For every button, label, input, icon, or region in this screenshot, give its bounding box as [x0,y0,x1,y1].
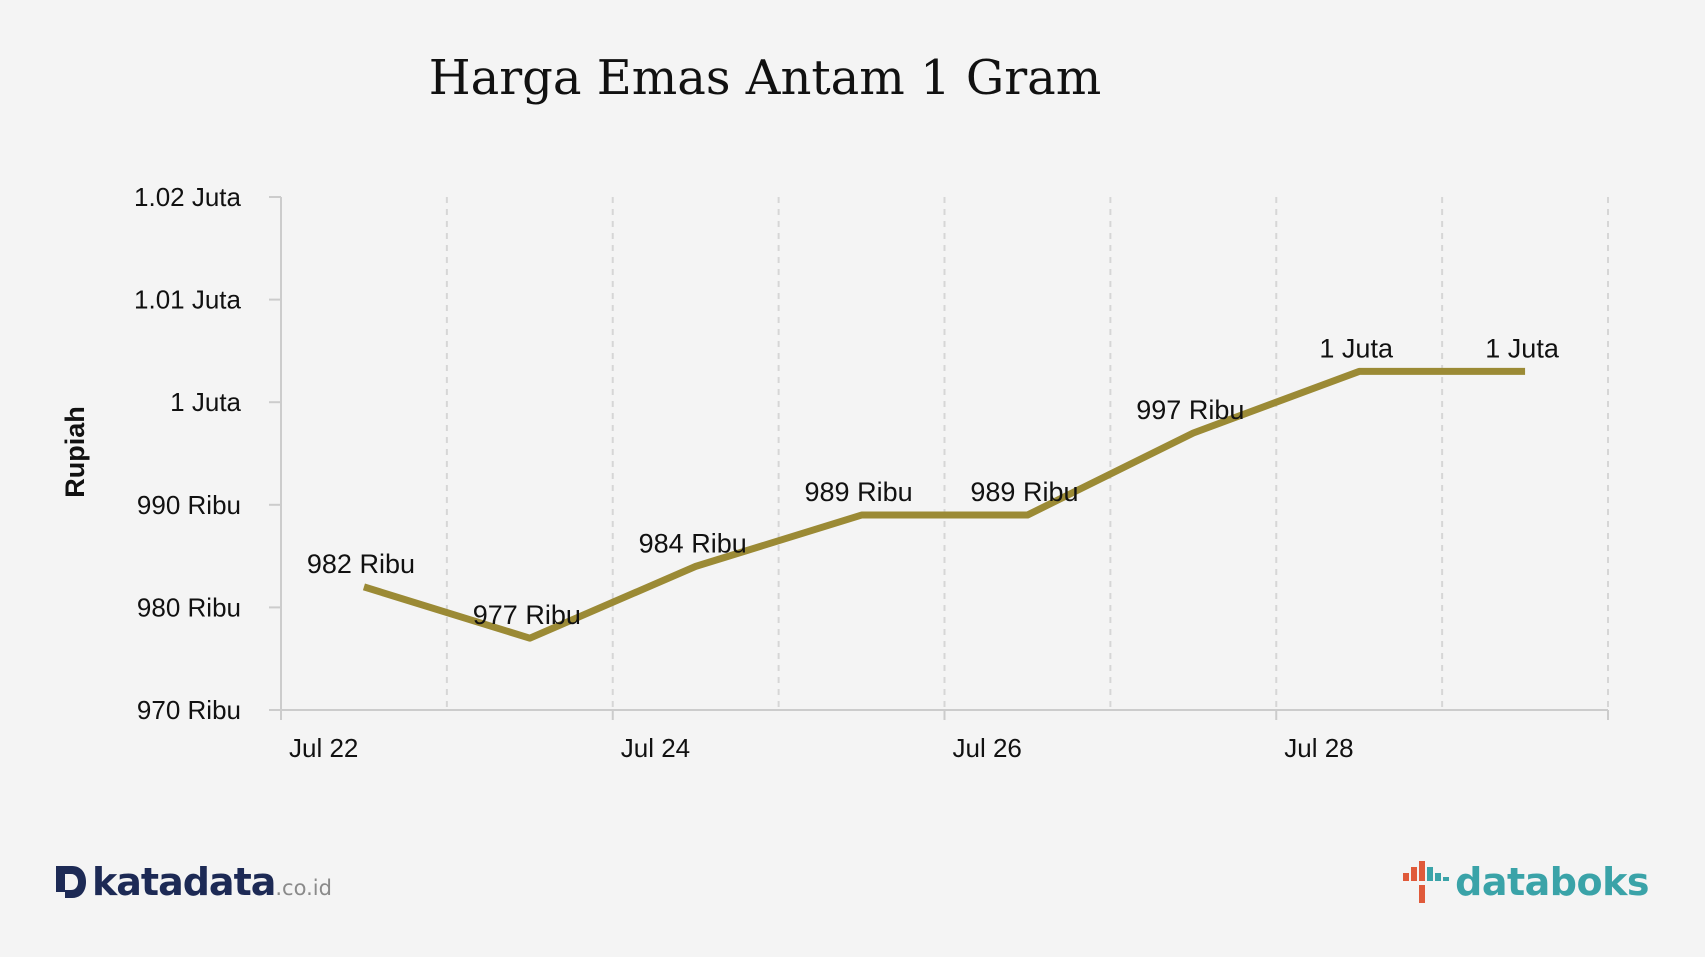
x-tick-label: Jul 24 [621,733,690,763]
data-label: 997 Ribu [1136,395,1244,425]
data-label: 982 Ribu [307,549,415,579]
katadata-suffix: .co.id [275,876,332,900]
data-label: 1 Juta [1485,333,1560,363]
databoks-logo: databoks [1401,856,1649,908]
y-tick-label: 1.02 Juta [134,182,242,212]
katadata-logo-icon [56,866,86,898]
chart-title: Harga Emas Antam 1 Gram [428,50,1102,106]
x-tick-label: Jul 26 [953,733,1022,763]
y-tick-label: 1 Juta [170,387,241,417]
data-label: 1 Juta [1319,333,1394,363]
data-labels: 982 Ribu 977 Ribu 984 Ribu 989 Ribu 989 Ribu… [307,333,1560,630]
x-tick-label: Jul 28 [1284,733,1353,763]
y-tick-label: 980 Ribu [137,592,241,622]
y-axis-label: Rupiah [60,406,90,498]
series-line [362,367,1526,642]
data-label: 989 Ribu [970,477,1078,507]
x-tick-label: Jul 22 [289,733,358,763]
katadata-logo: katadata .co.id [54,858,332,906]
data-label: 984 Ribu [639,528,747,558]
katadata-wordmark: katadata [92,860,276,904]
grid-lines [280,197,1609,710]
series-line-0 [362,367,1526,642]
y-tick-label: 1.01 Juta [134,285,242,315]
data-label: 977 Ribu [473,600,581,630]
databoks-logo-icon [1403,861,1450,903]
axes: 970 Ribu 980 Ribu 990 Ribu 1 Juta 1.01 Juta 1… [134,182,1609,763]
y-tick-label: 970 Ribu [137,695,241,725]
databoks-wordmark: databoks [1455,860,1649,904]
y-tick-label: 990 Ribu [137,490,241,520]
data-label: 989 Ribu [805,477,913,507]
